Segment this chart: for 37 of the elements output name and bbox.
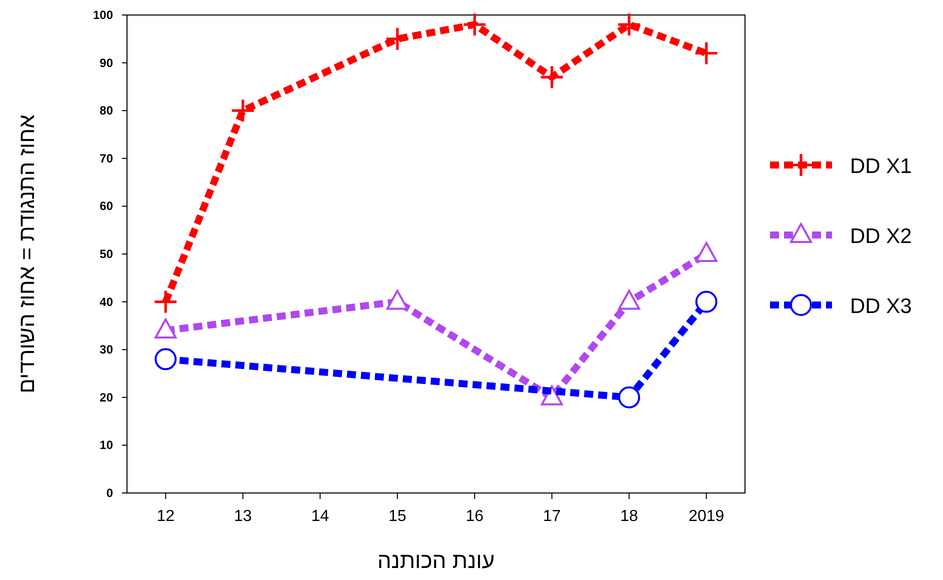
- x-tick-label: 13: [234, 508, 252, 525]
- point: [618, 14, 640, 36]
- legend-label: DD X3: [850, 295, 912, 318]
- point: [695, 242, 718, 262]
- x-axis-title: עונת הכותנה: [377, 548, 495, 573]
- y-tick-label: 70: [100, 151, 114, 166]
- x-tick-label: 17: [542, 508, 561, 525]
- y-tick-label: 20: [100, 390, 114, 404]
- point: [695, 290, 718, 313]
- point: [618, 290, 640, 310]
- x-tick-label: 15: [388, 508, 406, 525]
- point: [232, 100, 254, 122]
- point: [464, 14, 486, 36]
- x-tick-label: 18: [620, 508, 638, 525]
- point: [154, 290, 177, 313]
- point: [695, 42, 718, 64]
- y-tick-label: 0: [106, 486, 114, 500]
- y-tick-label: 50: [100, 247, 114, 261]
- point: [154, 318, 177, 338]
- y-tick-label: 100: [92, 8, 114, 22]
- y-tick-label: 30: [100, 342, 114, 357]
- legend-label: DD X1: [850, 155, 912, 178]
- legend-label: DD X2: [850, 225, 912, 248]
- point: [540, 66, 563, 88]
- point: [386, 28, 408, 50]
- point: [386, 290, 408, 310]
- y-tick-label: 80: [100, 104, 114, 118]
- point: [540, 385, 563, 406]
- y-tick-label: 40: [100, 294, 114, 309]
- y-tick-label: 90: [100, 56, 114, 70]
- y-tick-label: 60: [100, 199, 114, 214]
- x-tick-label: 16: [466, 508, 484, 525]
- x-tick-label: 12: [156, 508, 175, 525]
- x-tick-label: 14: [311, 508, 330, 525]
- y-tick-label: 10: [100, 438, 114, 452]
- x-tick-label: 2019: [688, 508, 724, 525]
- y-axis-title: אחוז התנגודת = אחוז השורדים: [14, 114, 39, 394]
